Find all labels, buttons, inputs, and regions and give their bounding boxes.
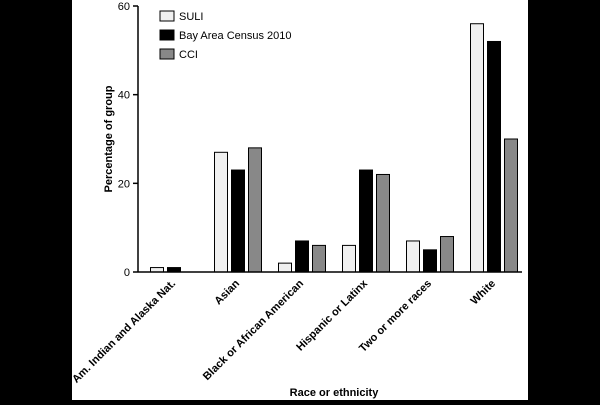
bar-suli (406, 240, 420, 273)
plot-area (150, 23, 518, 273)
bar-bay-area-census-2010 (487, 40, 501, 273)
legend-label: Bay Area Census 2010 (179, 30, 292, 42)
x-axis-title: Race or ethnicity (290, 387, 380, 399)
bar-suli (214, 151, 228, 273)
legend-label: SULI (179, 11, 203, 23)
bar-suli (278, 262, 292, 273)
legend-swatch (159, 10, 175, 22)
x-category-label: Two or more races (357, 278, 434, 355)
legend-swatch (159, 48, 175, 60)
x-category-label: Hispanic or Latinx (294, 277, 371, 354)
y-axis-title: Percentage of group (103, 85, 115, 192)
bar-cci (376, 173, 390, 273)
x-category-label: Asian (212, 277, 242, 307)
bar-chart: 0 20 40 60 Am. Indian and Alaska Nat. Asian B… (70, 1, 522, 399)
y-tick-label: 40 (118, 90, 130, 102)
legend-swatch (159, 29, 175, 41)
bar-bay-area-census-2010 (423, 249, 437, 273)
y-tick-label: 20 (118, 178, 130, 190)
y-tick-label: 0 (124, 267, 130, 279)
bar-cci (248, 147, 262, 273)
y-tick-label: 60 (118, 1, 130, 13)
x-category-label: White (468, 278, 498, 308)
bar-cci (440, 236, 454, 273)
bar-cci (312, 244, 326, 273)
bar-bay-area-census-2010 (231, 169, 245, 273)
bar-cci (504, 138, 518, 273)
chart-panel: 0 20 40 60 Am. Indian and Alaska Nat. Asian B… (70, 0, 528, 400)
x-category-label: Am. Indian and Alaska Nat. (72, 278, 178, 386)
y-ticks: 0 20 40 60 (118, 1, 138, 279)
legend: SULI Bay Area Census 2010 CCI (159, 10, 292, 61)
bar-suli (342, 244, 356, 273)
bar-bay-area-census-2010 (359, 169, 373, 273)
bar-suli (470, 23, 484, 273)
legend-label: CCI (179, 49, 198, 61)
bar-bay-area-census-2010 (295, 240, 309, 273)
